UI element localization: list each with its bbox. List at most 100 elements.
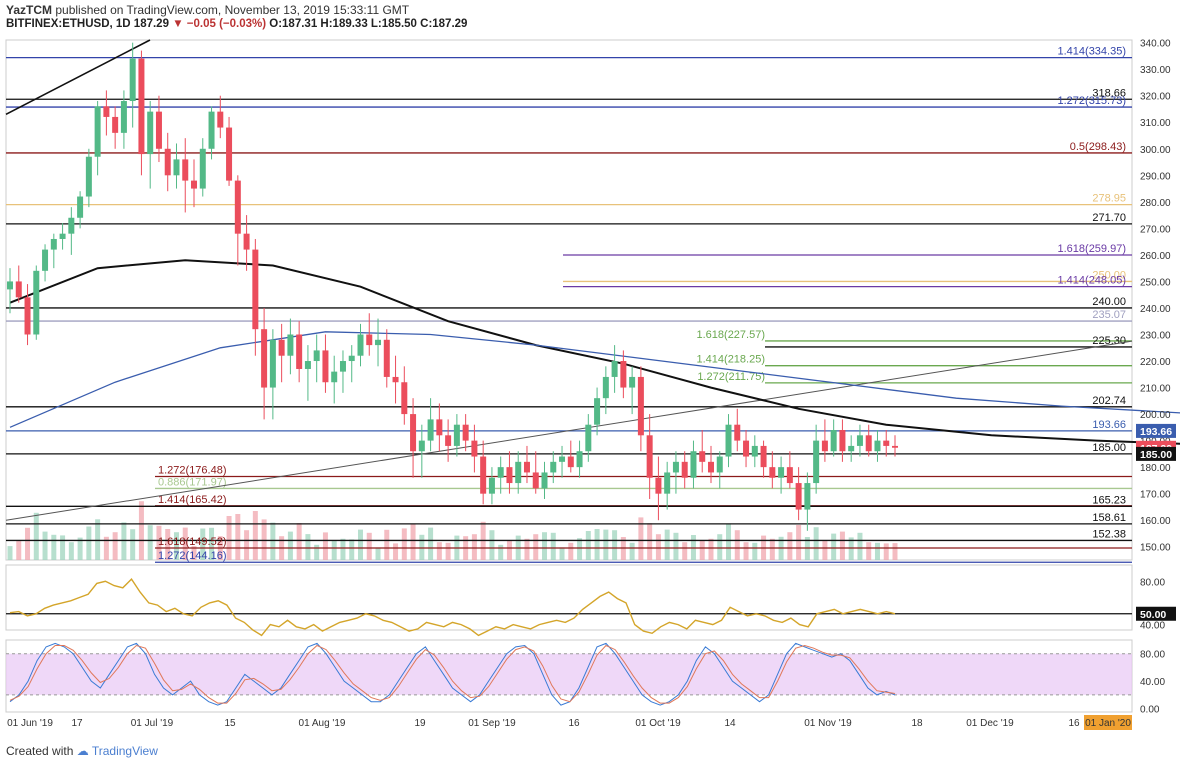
price-tick-label: 280.00 — [1140, 198, 1171, 209]
candle-body — [296, 334, 303, 369]
volume-bar — [647, 523, 653, 560]
volume-bar — [86, 526, 92, 560]
level-label: 1.618(149.52) — [158, 536, 227, 548]
rsi-badge-label: 50.00 — [1140, 609, 1166, 621]
last-price: 187.29 — [133, 18, 169, 30]
candle-body — [208, 111, 215, 149]
candle-body — [348, 355, 355, 362]
footer: Created with ☁ TradingView — [6, 744, 158, 758]
candle-body — [366, 334, 373, 346]
volume-bar — [717, 534, 723, 560]
volume-bar — [524, 538, 530, 560]
volume-bar — [568, 542, 574, 560]
candle-body — [883, 440, 890, 446]
level-label: 158.61 — [1092, 512, 1126, 524]
volume-bar — [270, 522, 276, 560]
volume-bar — [261, 519, 267, 560]
candle-body — [488, 477, 495, 494]
candle-body — [155, 111, 162, 149]
tradingview-logo-icon[interactable]: ☁ — [76, 744, 89, 758]
volume-bar — [252, 511, 258, 560]
volume-bar — [112, 532, 118, 560]
volume-bar — [68, 542, 74, 560]
candle-body — [94, 106, 101, 157]
candle-body — [252, 249, 259, 330]
stoch-tick-label: 0.00 — [1140, 705, 1160, 716]
price-tick-label: 270.00 — [1140, 224, 1171, 235]
tradingview-brand[interactable]: TradingView — [91, 744, 158, 758]
volume-bar — [33, 512, 39, 560]
volume-bar — [445, 542, 451, 560]
time-tick-label: 01 Sep '19 — [468, 718, 516, 729]
candle-body — [261, 329, 268, 388]
level-label: 202.74 — [1092, 395, 1126, 407]
volume-bar — [883, 543, 889, 560]
moving-average-black — [9, 259, 1180, 445]
volume-bar — [638, 517, 644, 560]
time-highlight-badge — [1084, 715, 1132, 730]
volume-bar — [384, 529, 390, 560]
price-tick-label: 200.00 — [1140, 410, 1171, 421]
volume-bar — [734, 530, 740, 560]
price-tick-label: 250.00 — [1140, 277, 1171, 288]
time-tick-label: 01 Oct '19 — [635, 718, 681, 729]
volume-bar — [314, 544, 320, 560]
candle-body — [576, 451, 583, 468]
candle-body — [287, 334, 294, 356]
level-label: 0.5(298.43) — [1070, 141, 1126, 153]
ohlc-values: O:187.31 H:189.33 L:185.50 C:187.29 — [269, 18, 468, 30]
candle-body — [199, 148, 206, 189]
candle-body — [664, 472, 671, 494]
price-tick-label: 330.00 — [1140, 65, 1171, 76]
candle-body — [436, 419, 443, 436]
candle-body — [427, 419, 434, 441]
candle-body — [331, 371, 338, 383]
candle-body — [164, 148, 171, 176]
price-badge — [1136, 446, 1176, 461]
volume-bar — [209, 527, 215, 560]
price-badge — [1136, 423, 1176, 438]
candle-body — [874, 440, 881, 452]
candle-body — [304, 361, 311, 369]
price-tick-label: 180.00 — [1140, 463, 1171, 474]
volume-bar — [138, 501, 144, 560]
candle-body — [804, 483, 811, 510]
stoch-tick-label: 40.00 — [1140, 677, 1165, 688]
level-label: 1.414(218.25) — [697, 354, 766, 366]
trendline-upper — [5, 39, 151, 115]
volume-bar — [708, 538, 714, 560]
time-tick-label: 14 — [724, 718, 736, 729]
candle-body — [33, 270, 40, 335]
candle-body — [497, 467, 504, 478]
rsi-tick-label: 40.00 — [1140, 621, 1165, 632]
time-tick-label: 01 Jun '19 — [7, 718, 53, 729]
candle-body — [383, 339, 390, 377]
candle-body — [681, 461, 688, 478]
volume-bar — [831, 533, 837, 560]
volume-bar — [489, 530, 495, 560]
candle-body — [401, 382, 408, 415]
candle-body — [217, 111, 224, 128]
candle-body — [620, 361, 627, 388]
volume-bar — [322, 532, 328, 560]
level-label: 0.886(171.97) — [158, 476, 227, 488]
candle-body — [769, 467, 776, 478]
volume-bar — [436, 542, 442, 560]
volume-bar — [550, 532, 556, 560]
volume-bar — [410, 523, 416, 560]
trendline-long — [5, 340, 1133, 521]
volume-bar — [130, 529, 136, 560]
level-label: 1.272(176.48) — [158, 464, 227, 476]
candle-body — [173, 159, 180, 176]
volume-bar — [594, 529, 600, 560]
candle-body — [120, 101, 127, 133]
candle-body — [848, 445, 855, 452]
level-label: 1.618(259.97) — [1058, 243, 1127, 255]
publisher-name: YazTCM — [6, 3, 53, 17]
price-tick-label: 260.00 — [1140, 251, 1171, 262]
candle-body — [629, 376, 636, 388]
rsi-line — [9, 577, 896, 637]
candle-body — [646, 435, 653, 478]
candle-body — [480, 456, 487, 494]
